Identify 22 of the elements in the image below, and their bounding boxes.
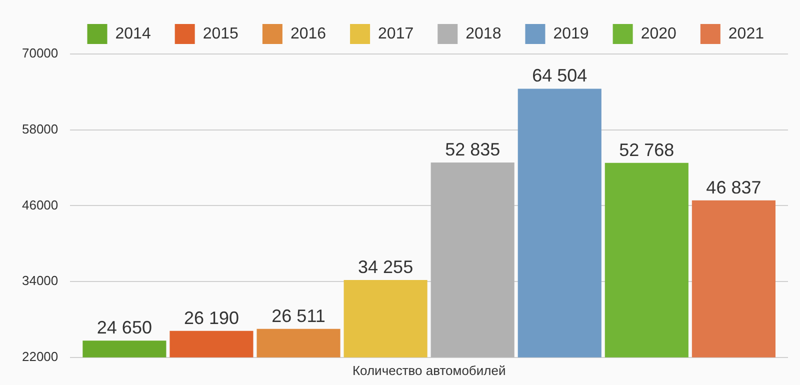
data-label: 46 837: [706, 177, 762, 198]
data-label: 26 190: [184, 308, 240, 328]
legend-label: 2019: [553, 25, 589, 42]
data-label: 52 768: [619, 140, 674, 160]
data-label: 24 650: [96, 318, 152, 338]
x-tick-label: Количество автомобилей: [352, 362, 506, 378]
legend-label: 2015: [202, 25, 239, 42]
y-tick-label: 70000: [22, 46, 58, 61]
legend-label: 2016: [290, 25, 326, 42]
legend-label: 2021: [728, 25, 764, 42]
legend-label: 2020: [640, 25, 677, 42]
y-tick-label: 58000: [22, 121, 58, 136]
data-label: 64 504: [532, 66, 588, 86]
legend-label: 2018: [466, 25, 502, 42]
y-tick-label: 34000: [22, 273, 58, 288]
data-label: 26 511: [272, 306, 326, 326]
legend-label: 2017: [378, 25, 414, 42]
data-label: 34 255: [358, 256, 414, 277]
y-tick-label: 22000: [22, 348, 58, 364]
y-tick-label: 46000: [22, 197, 58, 212]
legend-label: 2014: [115, 25, 151, 42]
data-label: 52 835: [445, 139, 500, 160]
